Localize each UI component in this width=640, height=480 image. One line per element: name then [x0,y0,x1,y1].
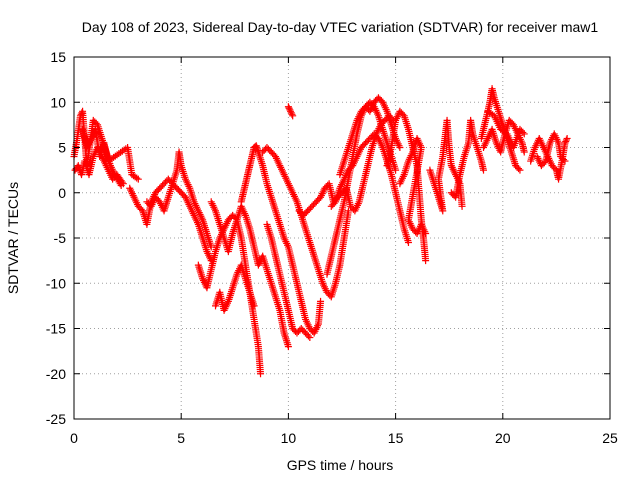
series-track-mid-3 [207,198,292,351]
series-track-dip-a [126,175,215,265]
data-point [284,343,292,351]
data-point [133,174,141,182]
data-point [119,180,127,188]
x-tick-label: 15 [388,430,404,446]
data-point [520,130,528,138]
data-point [404,239,412,247]
data-point [207,243,215,251]
x-tick-label: 5 [177,430,185,446]
data-point [289,112,297,120]
series-track-low [263,220,314,342]
x-tick-label: 25 [602,430,618,446]
y-tick-label: 5 [58,140,66,156]
series-track-spike [284,103,297,120]
data-point [560,156,568,164]
data-point [392,166,400,174]
series-track-early-3 [79,125,142,183]
axis-ticks: 0 5 10 15 20 25 -25 -20 -15 -10 -5 0 5 10 15 [46,49,618,446]
series-track-peak-1 [237,142,325,337]
series-track-peak-2 [259,144,352,301]
data-point [561,139,569,147]
series-track-night-2 [480,116,528,156]
series-track-mid-1 [194,211,265,378]
data-point [515,165,523,173]
data-point [562,136,570,144]
series-track-rise-4 [327,130,412,247]
data-point [396,144,404,151]
data-point [287,109,295,117]
series-track-late-4 [447,116,488,201]
data-point [317,297,325,305]
data-point [250,302,258,310]
y-tick-label: -15 [46,321,66,337]
y-tick-label: -20 [46,366,66,382]
series-track-rise-1 [295,112,397,219]
x-tick-label: 20 [495,430,511,446]
data-point [561,157,569,165]
data-point [287,107,295,115]
series-track-dip-b [143,148,215,251]
y-tick-label: 0 [58,185,66,201]
data-point [284,103,292,111]
y-tick-label: -10 [46,275,66,291]
chart-title: Day 108 of 2023, Sidereal Day-to-day VTE… [82,19,599,35]
series-track-early-2 [71,144,127,188]
data-point [562,137,570,145]
y-tick-label: -25 [46,411,66,427]
x-tick-label: 10 [281,430,297,446]
x-tick-label: 0 [70,430,78,446]
data-point [285,104,293,112]
data-point [422,229,430,237]
data-point [519,128,527,136]
data-point [422,257,430,265]
x-axis-label: GPS time / hours [287,457,394,473]
series-track-late-2 [396,134,430,237]
data-point [344,207,352,215]
data-point [563,134,571,142]
series-track-night-3 [484,107,528,151]
y-tick-label: -5 [54,230,67,246]
data-point [286,106,294,114]
data-point [306,334,314,342]
data-point [480,166,488,174]
series-track-late-3 [426,116,466,215]
data-point [257,370,265,378]
series-track-rise-3 [336,94,404,179]
data-point [288,110,296,118]
data-point [520,148,528,156]
series-track-mid-2 [212,261,258,314]
data-points [70,85,571,378]
data-point [458,202,466,210]
y-tick-label: 10 [50,94,66,110]
data-point [134,175,142,183]
data-point [540,159,548,167]
y-axis-label: SDTVAR / TECUs [5,182,21,294]
y-tick-label: 15 [50,49,66,65]
data-point [118,178,126,186]
series-track-night-5 [533,130,569,170]
data-point [516,166,524,174]
data-point [304,332,312,340]
